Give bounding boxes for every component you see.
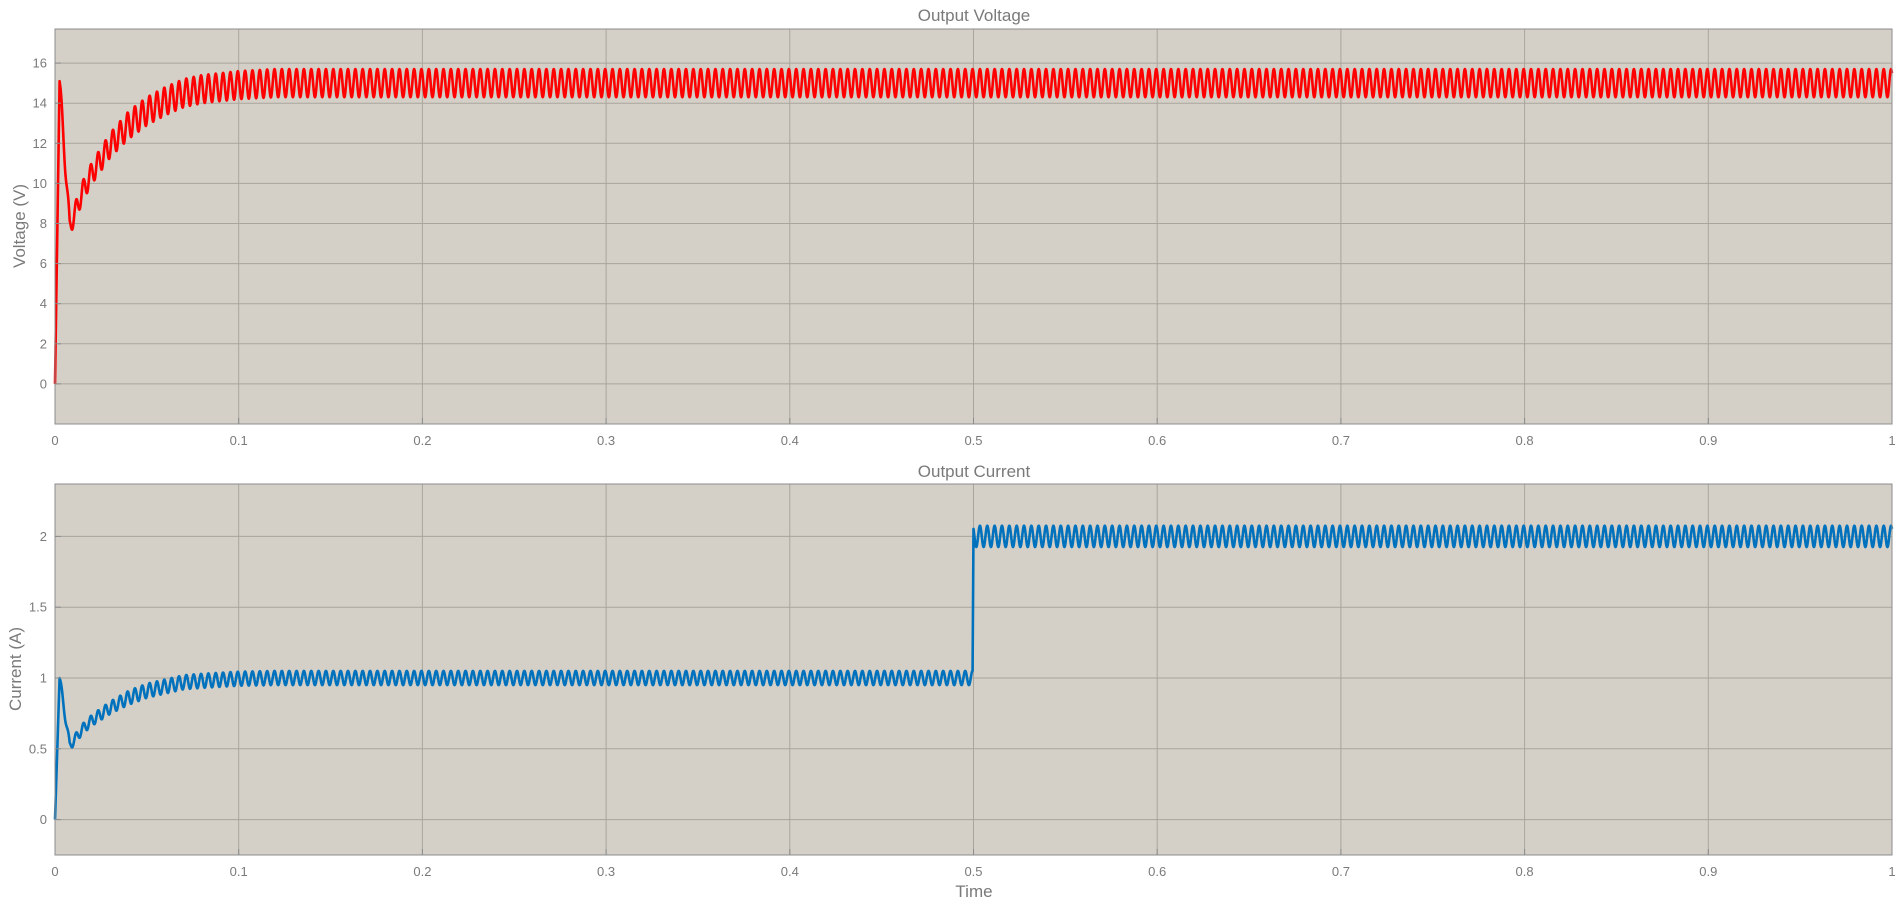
current-y-axis-label: Current (A) <box>6 627 25 711</box>
x-tick-label: 0.7 <box>1332 433 1350 448</box>
x-tick-label: 0.5 <box>964 433 982 448</box>
voltage-y-ticks: 0 2 4 6 8 10 12 14 16 <box>33 56 61 391</box>
current-panel: Output Current 0 0.1 0.2 0.3 0.4 0.5 0.6 0.7 0.8… <box>6 462 1896 901</box>
x-tick-label: 0.3 <box>597 864 615 879</box>
y-tick-label: 12 <box>33 136 47 151</box>
x-tick-label: 0 <box>51 433 58 448</box>
x-tick-label: 0.7 <box>1332 864 1350 879</box>
x-tick-label: 0.3 <box>597 433 615 448</box>
current-x-ticks: 0 0.1 0.2 0.3 0.4 0.5 0.6 0.7 0.8 0.9 1 <box>51 849 1896 879</box>
y-tick-label: 10 <box>33 176 47 191</box>
x-tick-label: 1 <box>1888 433 1895 448</box>
x-tick-label: 0.4 <box>781 433 799 448</box>
x-tick-label: 0.9 <box>1699 433 1717 448</box>
x-tick-label: 0.9 <box>1699 864 1717 879</box>
y-tick-label: 1 <box>40 670 47 685</box>
x-tick-label: 0.6 <box>1148 864 1166 879</box>
x-tick-label: 0.5 <box>964 864 982 879</box>
x-tick-label: 0.2 <box>413 864 431 879</box>
y-tick-label: 6 <box>40 256 47 271</box>
voltage-x-ticks: 0 0.1 0.2 0.3 0.4 0.5 0.6 0.7 0.8 0.9 1 <box>51 418 1896 448</box>
current-series-line <box>53 524 1894 820</box>
x-tick-label: 0 <box>51 864 58 879</box>
current-y-ticks: 0 0.5 1 1.5 2 <box>29 529 61 827</box>
x-tick-label: 0.1 <box>230 433 248 448</box>
x-tick-label: 1 <box>1888 864 1895 879</box>
voltage-series-line <box>53 67 1894 384</box>
y-tick-label: 1.5 <box>29 600 47 615</box>
x-tick-label: 0.2 <box>413 433 431 448</box>
y-tick-label: 4 <box>40 296 47 311</box>
x-tick-label: 0.1 <box>230 864 248 879</box>
y-tick-label: 0 <box>40 376 47 391</box>
y-tick-label: 16 <box>33 56 47 71</box>
current-x-axis-label: Time <box>955 882 992 901</box>
y-tick-label: 8 <box>40 216 47 231</box>
x-tick-label: 0.8 <box>1516 864 1534 879</box>
y-tick-label: 0 <box>40 812 47 827</box>
voltage-title: Output Voltage <box>918 6 1030 25</box>
voltage-panel: Output Voltage 0 0.1 0.2 0.3 0.4 0.5 0.6 0.7 0.8… <box>10 6 1896 448</box>
y-tick-label: 2 <box>40 529 47 544</box>
y-tick-label: 14 <box>33 96 47 111</box>
current-title: Output Current <box>918 462 1031 481</box>
y-tick-label: 0.5 <box>29 741 47 756</box>
x-tick-label: 0.4 <box>781 864 799 879</box>
x-tick-label: 0.8 <box>1516 433 1534 448</box>
x-tick-label: 0.6 <box>1148 433 1166 448</box>
voltage-y-axis-label: Voltage (V) <box>10 184 29 268</box>
y-tick-label: 2 <box>40 336 47 351</box>
